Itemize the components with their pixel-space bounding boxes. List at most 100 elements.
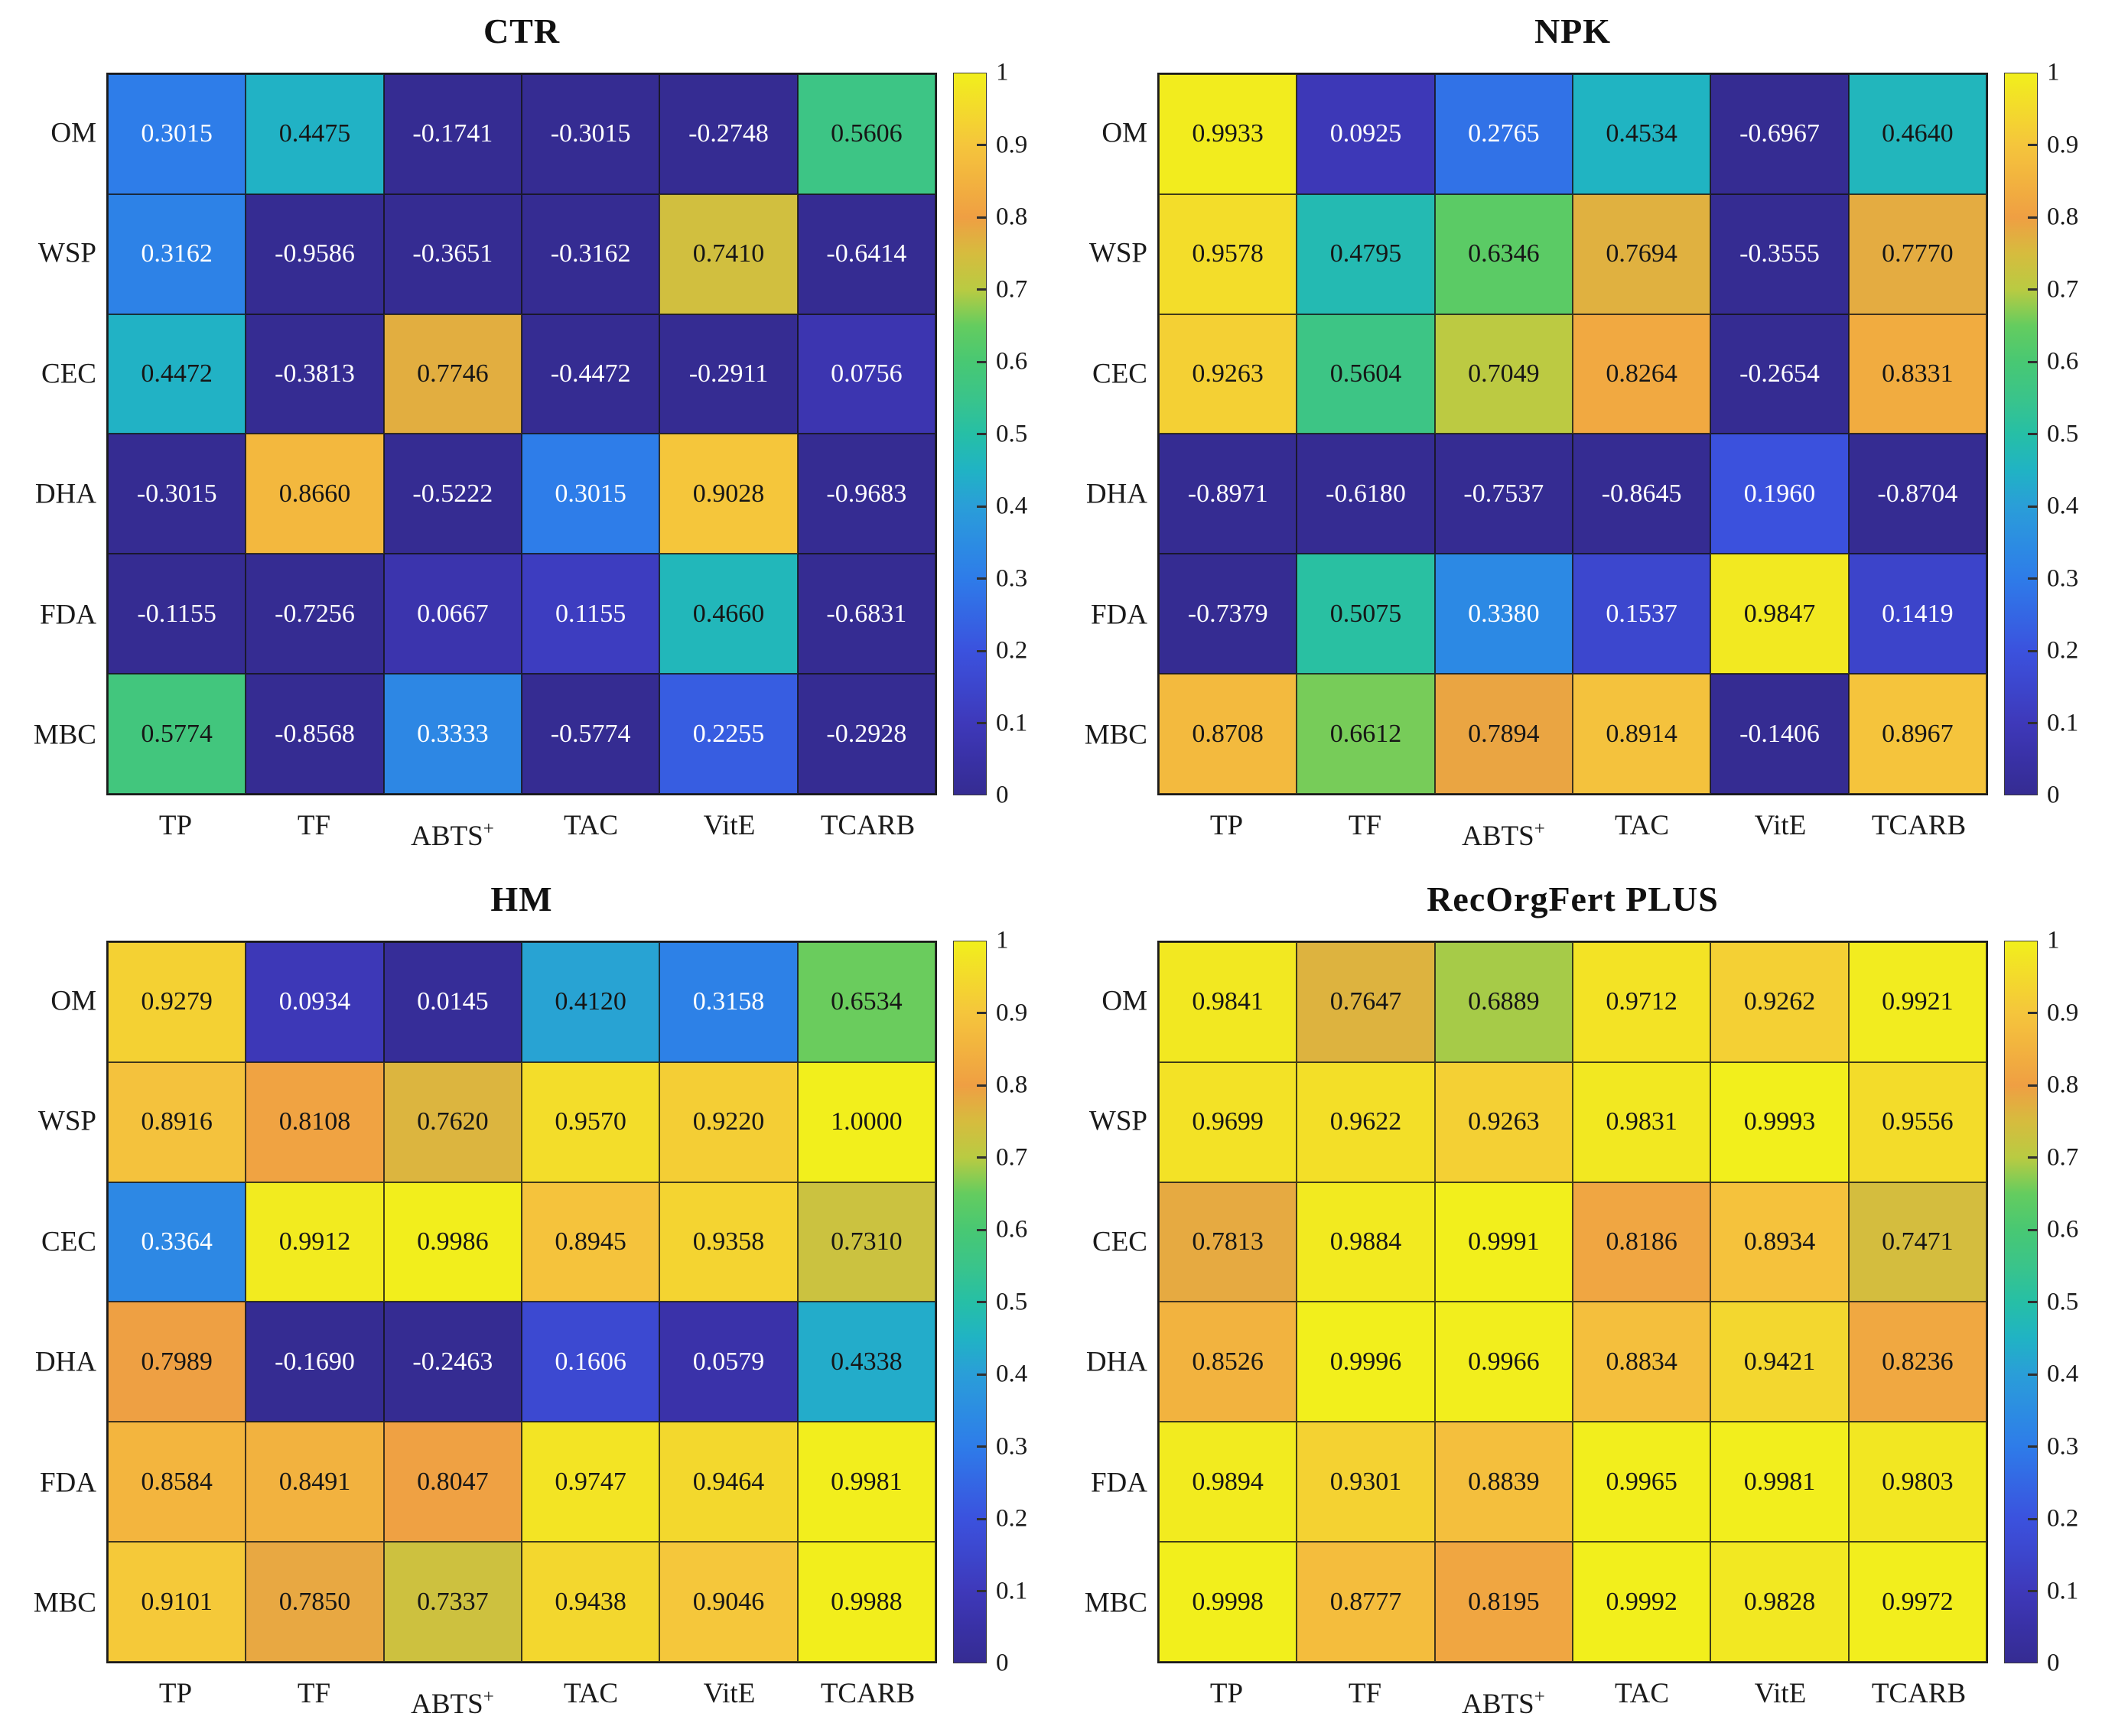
colorbar-tick <box>2028 1228 2038 1231</box>
row-label-om: OM <box>1101 117 1147 149</box>
heatmap-cell: 0.8967 <box>1848 674 1986 794</box>
heatmap-cell: 0.8934 <box>1710 1182 1849 1302</box>
heatmap-cell: -0.8568 <box>246 674 384 794</box>
heatmap-cell: 0.8186 <box>1572 1182 1711 1302</box>
colorbar-tick-label: 1 <box>2047 58 2060 86</box>
heatmap-cell: 0.8916 <box>108 1061 246 1182</box>
heatmap-cell: 0.9988 <box>797 1542 935 1662</box>
heatmap-cell: 0.9921 <box>1848 942 1986 1062</box>
panel-title: CTR <box>483 11 561 50</box>
heatmap-cell: 0.2255 <box>659 674 798 794</box>
col-label-tp: TP <box>158 810 193 841</box>
heatmap-cell: 0.3380 <box>1434 554 1573 675</box>
heatmap-cell: 0.6346 <box>1434 193 1573 314</box>
colorbar-tick <box>2028 649 2038 652</box>
heatmap-cell: -0.3015 <box>521 74 660 194</box>
heatmap-cell: -0.2911 <box>659 314 798 434</box>
heatmap-cell: 0.8945 <box>521 1182 660 1302</box>
colorbar-tick-label: 1 <box>2047 926 2060 954</box>
row-label-mbc: MBC <box>1084 719 1147 751</box>
heatmap-cell: 0.1419 <box>1848 554 1986 675</box>
colorbar-tick-label: 0.9 <box>996 999 1028 1026</box>
heatmap-cell: -0.1155 <box>108 554 246 675</box>
heatmap-cell: -0.6180 <box>1297 434 1435 554</box>
heatmap-cell: -0.2654 <box>1710 314 1849 434</box>
colorbar-tick-label: 0.3 <box>2047 1432 2079 1460</box>
heatmap-cell: 0.6889 <box>1434 942 1573 1062</box>
colorbar-tick <box>2028 1445 2038 1448</box>
col-label-tp: TP <box>1209 810 1244 841</box>
heatmap-cell: 0.4795 <box>1297 193 1435 314</box>
heatmap-cell: 0.9966 <box>1434 1302 1573 1422</box>
heatmap-cell: 0.8584 <box>108 1422 246 1543</box>
row-label-cec: CEC <box>1092 1226 1147 1258</box>
heatmap-cell: 0.9263 <box>1159 314 1297 434</box>
heatmap-cell: 0.9894 <box>1159 1422 1297 1543</box>
col-label-tcarb: TCARB <box>820 1678 916 1709</box>
heatmap-cell: 0.8264 <box>1572 314 1711 434</box>
heatmap-cell: 0.7746 <box>383 314 522 434</box>
heatmap-cell: 0.6534 <box>797 942 935 1062</box>
heatmap-cell: -0.6414 <box>797 193 935 314</box>
heatmap-cell: 0.0145 <box>383 942 522 1062</box>
colorbar-tick-label: 0.8 <box>996 1071 1028 1099</box>
heatmap-cell: -0.8971 <box>1159 434 1297 554</box>
heatmap-cell: -0.1406 <box>1710 674 1849 794</box>
colorbar-tick-label: 0.7 <box>996 275 1028 303</box>
row-label-om: OM <box>1101 985 1147 1017</box>
row-label-fda: FDA <box>1090 599 1147 631</box>
colorbar-tick-label: 0.8 <box>996 203 1028 231</box>
col-label-abts-plus: ABTS+ <box>1462 818 1545 852</box>
heatmap-cell: 0.8331 <box>1848 314 1986 434</box>
heatmap-cell: 0.8708 <box>1159 674 1297 794</box>
row-label-om: OM <box>50 117 96 149</box>
colorbar-tick-label: 0.6 <box>2047 1215 2079 1243</box>
heatmap-cell: 0.9991 <box>1434 1182 1573 1302</box>
heatmap-cell: 0.8047 <box>383 1422 522 1543</box>
col-label-tcarb: TCARB <box>1871 1678 1967 1709</box>
colorbar-tick-label: 0.2 <box>996 636 1028 665</box>
heatmap-cell: 0.9438 <box>521 1542 660 1662</box>
colorbar-tick <box>977 505 987 508</box>
row-label-cec: CEC <box>41 1226 96 1258</box>
heatmap-cell: -0.9586 <box>246 193 384 314</box>
heatmap-cell: 0.9699 <box>1159 1061 1297 1182</box>
col-label-tp: TP <box>1209 1678 1244 1709</box>
heatmap-cell: 0.9263 <box>1434 1061 1573 1182</box>
panel-title: HM <box>490 879 553 918</box>
colorbar-tick <box>977 433 987 435</box>
heatmap-cell: 0.9981 <box>1710 1422 1849 1543</box>
row-label-dha: DHA <box>34 478 96 510</box>
heatmap-cell: 0.4475 <box>246 74 384 194</box>
row-label-wsp: WSP <box>1088 1105 1147 1137</box>
col-label-vite: VitE <box>1754 1678 1807 1709</box>
heatmap-cell: 0.5774 <box>108 674 246 794</box>
colorbar-tick <box>2028 577 2038 580</box>
heatmap-cell: 0.7471 <box>1848 1182 1986 1302</box>
heatmap-cell: 0.9028 <box>659 434 798 554</box>
heatmap-cell: 0.8195 <box>1434 1542 1573 1662</box>
colorbar-tick <box>2028 1012 2038 1014</box>
heatmap-cell: -0.7379 <box>1159 554 1297 675</box>
row-label-mbc: MBC <box>1084 1587 1147 1619</box>
heatmap-cell: 0.9912 <box>246 1182 384 1302</box>
heatmap-cell: -0.2748 <box>659 74 798 194</box>
heatmap-cell: -0.3015 <box>108 434 246 554</box>
col-label-tf: TF <box>297 810 331 841</box>
heatmap-cell: -0.3651 <box>383 193 522 314</box>
colorbar-tick-label: 0.7 <box>2047 275 2079 303</box>
heatmap-cell: 0.0579 <box>659 1302 798 1422</box>
heatmap-cell: 0.9358 <box>659 1182 798 1302</box>
heatmap-cell: 0.9981 <box>797 1422 935 1543</box>
colorbar-tick <box>977 1156 987 1159</box>
col-label-tcarb: TCARB <box>820 810 916 841</box>
row-label-fda: FDA <box>39 599 96 631</box>
heatmap-cell: -0.8704 <box>1848 434 1986 554</box>
colorbar-tick <box>2028 1156 2038 1159</box>
heatmap-cell: 0.2765 <box>1434 74 1573 194</box>
colorbar-tick-label: 0.2 <box>2047 1504 2079 1533</box>
heatmap-cell: 0.9986 <box>383 1182 522 1302</box>
heatmap-cell: 0.3364 <box>108 1182 246 1302</box>
heatmap-cell: 0.4338 <box>797 1302 935 1422</box>
heatmap-cell: 0.9841 <box>1159 942 1297 1062</box>
